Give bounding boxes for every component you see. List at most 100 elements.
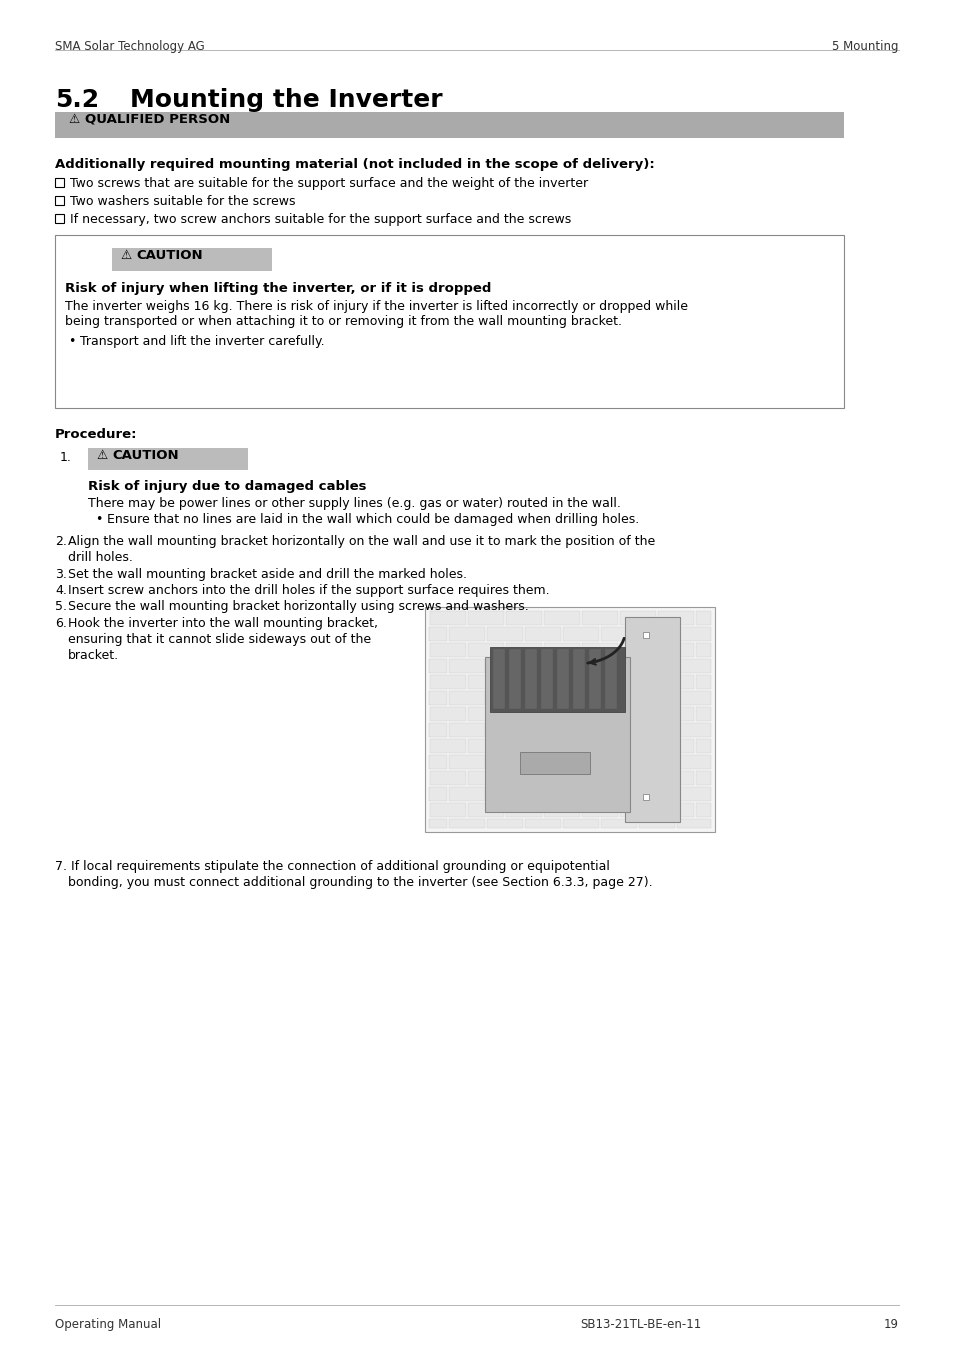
Bar xyxy=(619,707,656,720)
Text: Risk of injury when lifting the inverter, or if it is dropped: Risk of injury when lifting the inverter… xyxy=(65,282,491,295)
Bar xyxy=(524,649,537,709)
Bar xyxy=(505,803,541,816)
Text: Align the wall mounting bracket horizontally on the wall and use it to mark the : Align the wall mounting bracket horizont… xyxy=(68,535,655,548)
Bar xyxy=(677,819,710,829)
Bar xyxy=(600,787,637,802)
Bar xyxy=(430,770,465,785)
Bar xyxy=(562,691,598,705)
Bar xyxy=(449,723,484,737)
Bar xyxy=(696,676,710,689)
Bar xyxy=(600,659,637,673)
Bar xyxy=(677,756,710,769)
Bar xyxy=(430,643,465,657)
Bar xyxy=(429,723,447,737)
Bar xyxy=(581,611,618,626)
Bar xyxy=(429,787,447,802)
Bar xyxy=(484,657,629,812)
Text: Operating Manual: Operating Manual xyxy=(55,1317,161,1331)
Bar xyxy=(677,787,710,802)
Bar xyxy=(429,691,447,705)
Text: Two washers suitable for the screws: Two washers suitable for the screws xyxy=(70,195,295,209)
Bar xyxy=(581,707,618,720)
Bar xyxy=(543,676,579,689)
Bar xyxy=(562,723,598,737)
Bar xyxy=(524,691,560,705)
Bar xyxy=(562,819,598,829)
Bar xyxy=(505,707,541,720)
Bar xyxy=(677,691,710,705)
Bar xyxy=(696,770,710,785)
Bar xyxy=(55,236,843,408)
Bar xyxy=(449,627,484,640)
Bar xyxy=(619,803,656,816)
Bar xyxy=(424,607,714,831)
Bar xyxy=(543,707,579,720)
Bar xyxy=(562,787,598,802)
Bar xyxy=(642,632,648,638)
Bar xyxy=(588,649,600,709)
Bar xyxy=(524,723,560,737)
Bar xyxy=(696,803,710,816)
Bar xyxy=(430,803,465,816)
Bar xyxy=(581,739,618,753)
Text: •: • xyxy=(68,334,75,348)
Bar xyxy=(449,659,484,673)
Bar xyxy=(524,659,560,673)
Bar xyxy=(524,819,560,829)
Bar xyxy=(624,617,679,822)
Bar xyxy=(486,659,522,673)
Bar xyxy=(696,611,710,626)
Text: 1.: 1. xyxy=(60,451,71,464)
Bar xyxy=(658,803,693,816)
Bar xyxy=(543,643,579,657)
Text: QUALIFIED PERSON: QUALIFIED PERSON xyxy=(85,112,230,126)
Text: 5.2: 5.2 xyxy=(55,88,99,112)
Text: 2.: 2. xyxy=(55,535,67,548)
Bar xyxy=(658,643,693,657)
Bar xyxy=(449,756,484,769)
Bar xyxy=(581,676,618,689)
Bar xyxy=(581,803,618,816)
Bar xyxy=(562,756,598,769)
Bar xyxy=(581,643,618,657)
Bar xyxy=(486,691,522,705)
Bar xyxy=(600,691,637,705)
Bar xyxy=(505,676,541,689)
Bar xyxy=(429,627,447,640)
Bar xyxy=(449,787,484,802)
Bar xyxy=(581,770,618,785)
Bar xyxy=(493,649,504,709)
Text: Secure the wall mounting bracket horizontally using screws and washers.: Secure the wall mounting bracket horizon… xyxy=(68,600,528,613)
Bar xyxy=(600,723,637,737)
Bar xyxy=(658,611,693,626)
Bar xyxy=(696,707,710,720)
Bar xyxy=(468,611,503,626)
Bar xyxy=(468,643,503,657)
Bar xyxy=(430,611,465,626)
Bar xyxy=(639,691,675,705)
Bar xyxy=(543,739,579,753)
Bar xyxy=(619,676,656,689)
Text: Risk of injury due to damaged cables: Risk of injury due to damaged cables xyxy=(88,481,366,493)
Bar xyxy=(639,723,675,737)
Text: ⚠: ⚠ xyxy=(68,112,79,126)
Bar xyxy=(557,649,568,709)
Bar xyxy=(468,739,503,753)
Text: ensuring that it cannot slide sideways out of the: ensuring that it cannot slide sideways o… xyxy=(68,634,371,646)
Text: CAUTION: CAUTION xyxy=(112,450,178,462)
Text: Transport and lift the inverter carefully.: Transport and lift the inverter carefull… xyxy=(80,334,324,348)
Bar xyxy=(600,819,637,829)
Bar xyxy=(619,611,656,626)
Bar xyxy=(486,787,522,802)
Text: 5 Mounting: 5 Mounting xyxy=(832,41,898,53)
Bar xyxy=(619,643,656,657)
Bar xyxy=(639,756,675,769)
Bar xyxy=(429,659,447,673)
Text: 5.: 5. xyxy=(55,600,67,613)
Bar xyxy=(562,627,598,640)
Text: ⚠: ⚠ xyxy=(96,450,107,462)
Text: 6.: 6. xyxy=(55,617,67,630)
Text: Two screws that are suitable for the support surface and the weight of the inver: Two screws that are suitable for the sup… xyxy=(70,177,587,190)
Text: Insert screw anchors into the drill holes if the support surface requires them.: Insert screw anchors into the drill hole… xyxy=(68,584,549,597)
Bar xyxy=(658,676,693,689)
